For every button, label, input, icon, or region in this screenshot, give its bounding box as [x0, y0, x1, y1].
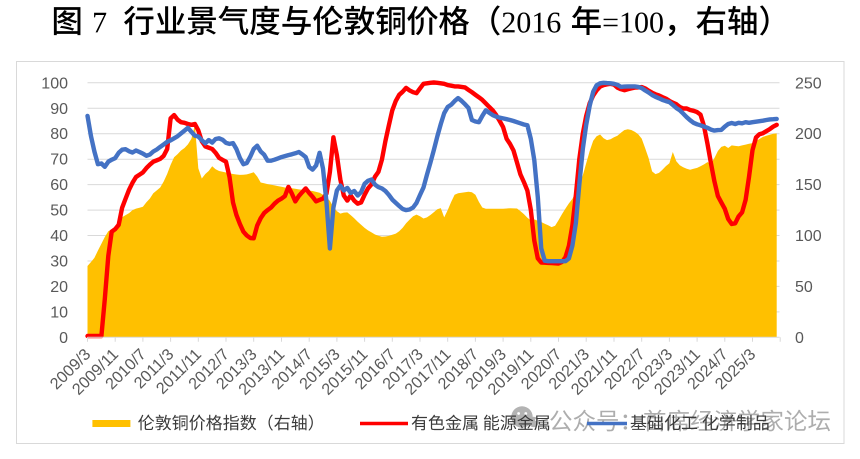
svg-text:0: 0 [59, 330, 68, 347]
svg-text:70: 70 [50, 152, 68, 169]
svg-text:90: 90 [50, 101, 68, 118]
svg-text:200: 200 [795, 126, 822, 143]
svg-text:100: 100 [41, 75, 68, 92]
svg-text:150: 150 [795, 177, 822, 194]
svg-text:100: 100 [795, 228, 822, 245]
svg-text:60: 60 [50, 177, 68, 194]
svg-text:80: 80 [50, 126, 68, 143]
svg-text:40: 40 [50, 228, 68, 245]
svg-text:10: 10 [50, 304, 68, 321]
svg-text:250: 250 [795, 75, 822, 92]
svg-text:0: 0 [795, 330, 804, 347]
svg-text:50: 50 [50, 203, 68, 220]
svg-text:50: 50 [795, 279, 813, 296]
svg-text:30: 30 [50, 254, 68, 271]
svg-text:20: 20 [50, 279, 68, 296]
